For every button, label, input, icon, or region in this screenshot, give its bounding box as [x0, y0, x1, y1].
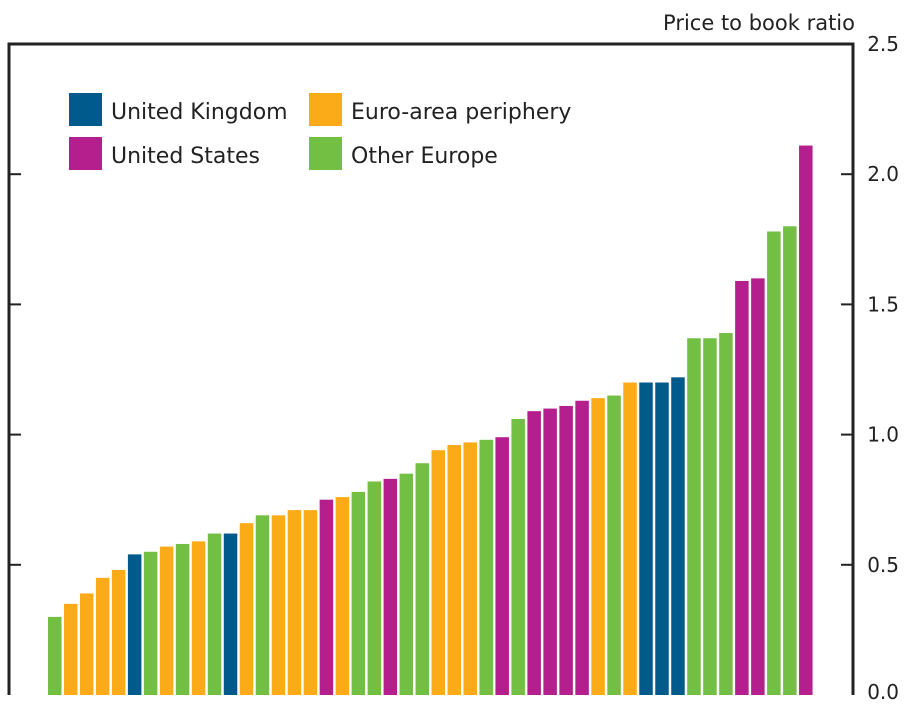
- bar-5: [111, 570, 126, 695]
- bar-11: [207, 533, 222, 695]
- bar-13: [239, 523, 254, 695]
- bar-8: [159, 546, 174, 695]
- bar-48: [799, 145, 813, 695]
- bar-15: [271, 515, 286, 695]
- bar-22: [383, 478, 398, 695]
- y-tick-label-3: 1.5: [867, 292, 899, 316]
- bar-32: [543, 408, 557, 695]
- bar-10: [191, 541, 206, 695]
- bar-19: [335, 497, 350, 695]
- y-axis: 0.0 0.5 1.0 1.5 2.0 2.5: [9, 32, 899, 704]
- bar-6: [127, 554, 142, 695]
- bar-1: [48, 616, 62, 695]
- bar-41: [687, 338, 701, 695]
- bar-7: [143, 551, 158, 695]
- y-tick-label-0: 0.0: [867, 680, 899, 704]
- bar-28: [479, 439, 493, 695]
- bar-9: [175, 543, 190, 695]
- bar-30: [511, 418, 525, 695]
- bar-43: [719, 333, 733, 695]
- bar-34: [575, 400, 589, 695]
- legend-swatch-uk: [69, 93, 102, 126]
- bar-31: [527, 411, 541, 695]
- bar-47: [783, 226, 797, 695]
- y-tick-label-1: 0.5: [867, 553, 899, 577]
- legend-swatch-periph: [309, 93, 342, 126]
- bar-27: [463, 442, 477, 695]
- legend-swatch-us: [69, 137, 102, 170]
- bars-group: [48, 145, 813, 696]
- plot-frame: [7, 42, 855, 695]
- plot-border: [7, 42, 855, 695]
- bar-37: [623, 382, 637, 695]
- y-tick-label-5: 2.5: [867, 32, 899, 56]
- bar-18: [319, 499, 334, 695]
- bar-38: [639, 382, 653, 695]
- bar-36: [607, 395, 621, 695]
- bar-21: [367, 481, 382, 695]
- bar-35: [591, 398, 605, 695]
- bar-46: [767, 231, 781, 696]
- legend-swatch-other: [309, 137, 342, 170]
- y-axis-unit-label: Price to book ratio: [663, 11, 855, 35]
- bar-3: [79, 593, 94, 695]
- bar-14: [255, 515, 270, 695]
- bar-20: [351, 491, 366, 695]
- y-tick-label-4: 2.0: [867, 162, 899, 186]
- bar-23: [399, 473, 414, 695]
- bar-39: [655, 382, 669, 695]
- legend-label-uk: United Kingdom: [111, 100, 288, 125]
- bar-42: [703, 338, 717, 695]
- bar-40: [671, 377, 685, 695]
- bar-24: [415, 463, 430, 695]
- bar-33: [559, 405, 573, 695]
- legend-label-us: United States: [111, 144, 260, 169]
- bar-26: [447, 445, 461, 695]
- bar-16: [287, 510, 302, 695]
- legend-label-other: Other Europe: [351, 144, 498, 169]
- y-tick-label-2: 1.0: [867, 423, 899, 447]
- bar-44: [735, 280, 749, 695]
- legend-label-periph: Euro-area periphery: [351, 100, 571, 125]
- bar-25: [431, 450, 446, 695]
- legend: United Kingdom Euro-area periphery United …: [69, 93, 571, 170]
- bar-17: [303, 510, 318, 695]
- bar-2: [63, 603, 78, 695]
- bar-29: [495, 437, 509, 695]
- bar-4: [95, 577, 110, 695]
- bar-12: [223, 533, 238, 695]
- bar-45: [751, 278, 765, 695]
